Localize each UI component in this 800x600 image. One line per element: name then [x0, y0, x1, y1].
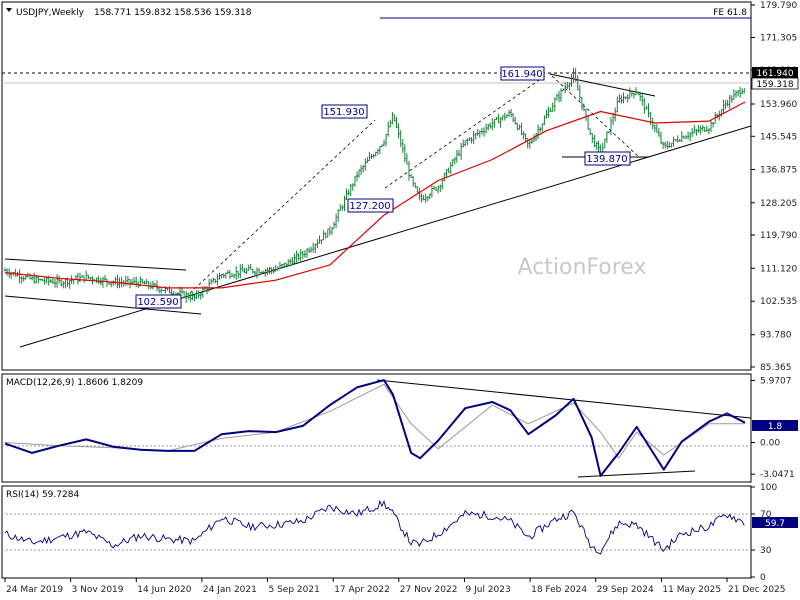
x-axis: 24 Mar 2019 3 Nov 2019 14 Jun 2020 24 Jan 2…	[4, 578, 786, 595]
annotation-box-151930	[321, 104, 368, 119]
macd-lines-layer	[4, 379, 746, 477]
annotation-box-127200	[347, 198, 394, 213]
x-tick-label: 11 May 2025	[662, 585, 721, 595]
x-tick-label: 17 Apr 2022	[334, 585, 390, 595]
annotation-161940: 161.940	[501, 69, 542, 80]
rsi-y-tick-label: 70	[760, 510, 772, 520]
price-y-tick-label: 153.960	[760, 100, 797, 110]
annotation-box-139870	[584, 151, 631, 166]
x-tick-label: 24 Mar 2019	[6, 585, 63, 595]
annotation-box-102590	[135, 294, 182, 309]
rsi-lines-layer	[4, 499, 745, 555]
price-y-tick-label: 145.545	[760, 132, 797, 142]
ohlc-values: 158.771 159.832 158.536 159.318	[94, 8, 252, 18]
price-panel-frame	[1, 1, 752, 371]
price-bars-layer	[3, 67, 746, 303]
price-tag-level: 161.940	[752, 67, 798, 79]
price-y-tick-label: 85.365	[760, 363, 792, 373]
price-y-tick-label: 171.305	[760, 34, 797, 44]
rsi-line	[4, 499, 745, 555]
price-panel-header: USDJPY,Weekly 158.771 159.832 158.536 15…	[6, 8, 252, 18]
macd-value-tag: 1.8	[752, 420, 798, 432]
annotation-box-161940	[500, 66, 545, 81]
macd-y-tick-label: -3.0471	[760, 470, 795, 480]
rsi-value-tag: 59.7	[752, 517, 798, 529]
annotation-151930: 151.930	[323, 107, 364, 118]
x-tick-label: 14 Jun 2020	[137, 585, 191, 595]
price-lines-layer	[4, 101, 746, 289]
rsi-y-tick-label: 100	[760, 483, 777, 493]
price-y-tick-label: 102.535	[760, 297, 797, 307]
x-tick-label: 29 Sep 2024	[597, 585, 654, 595]
annotation-102590: 102.590	[137, 297, 178, 308]
x-tick-label: 21 Dec 2025	[728, 585, 786, 595]
x-tick-label: 5 Sep 2021	[269, 585, 320, 595]
channel-upper-line	[4, 258, 187, 271]
macd-line	[4, 379, 746, 477]
watermark: ActionForex	[518, 255, 647, 280]
level-tag: 161.940	[756, 69, 793, 79]
macd-panel-frame	[1, 373, 752, 483]
rsi-y-tick-label: 0	[760, 573, 766, 583]
rsi-panel-frame	[1, 485, 752, 579]
annotation-127200: 127.200	[349, 201, 390, 212]
price-y-tick-label: 119.790	[760, 231, 797, 241]
macd-value-label: 1.8	[768, 422, 783, 432]
dashed-rally-line-2	[384, 75, 546, 189]
dashed-decline-line	[551, 75, 641, 159]
x-tick-label: 3 Nov 2019	[72, 585, 124, 595]
x-tick-label: 24 Jan 2021	[203, 585, 257, 595]
macd-y-axis: 5.9707 0.00 -3.0471	[751, 376, 795, 480]
macd-support-line	[577, 470, 696, 478]
x-tick-label: 27 Nov 2022	[400, 585, 458, 595]
macd-y-tick-label: 5.9707	[760, 376, 792, 386]
rsi-y-tick-label: 30	[760, 546, 772, 556]
x-tick-label: 18 Feb 2024	[531, 585, 587, 595]
dropdown-triangle-icon[interactable]	[6, 8, 12, 12]
last-price-tag: 159.318	[756, 80, 793, 90]
macd-title: MACD(12,26,9) 1.8606 1.8209	[6, 378, 143, 388]
price-y-tick-label: 111.120	[760, 264, 797, 274]
price-tag-last: 159.318	[751, 77, 799, 90]
price-annotations: 161.940 151.930 127.200 139.870 102.590	[135, 66, 631, 309]
price-y-tick-label: 93.780	[760, 331, 792, 341]
channel-lower-line	[4, 295, 202, 315]
rsi-value-label: 59.7	[765, 519, 785, 529]
macd-y-tick-label: 0.00	[760, 439, 780, 449]
rsi-y-axis: 100 70 30 0	[751, 483, 777, 583]
sma-line	[4, 101, 746, 289]
price-y-tick-label: 179.790	[760, 1, 797, 11]
macd-resistance-line	[376, 379, 752, 419]
dashed-rally-line	[189, 119, 376, 294]
x-tick-label: 9 Jul 2023	[466, 585, 511, 595]
price-y-tick-label: 136.875	[760, 166, 797, 176]
macd-trend-lines	[376, 379, 752, 478]
price-y-tick-label: 128.205	[760, 199, 797, 209]
rsi-title: RSI(14) 59.7284	[6, 490, 79, 500]
annotation-139870: 139.870	[586, 154, 627, 165]
symbol-title: USDJPY,Weekly	[16, 8, 85, 18]
fib-extension-label: FE 61.8	[713, 8, 747, 18]
dashed-guide-lines	[189, 75, 641, 294]
